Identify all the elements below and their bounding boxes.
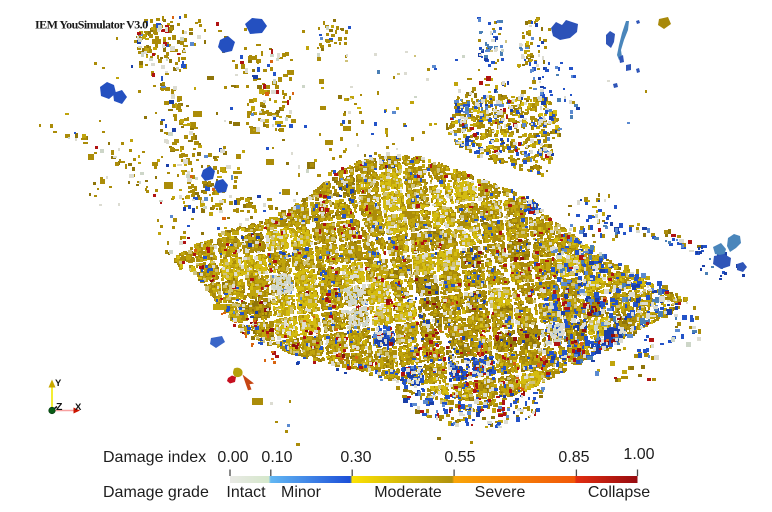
svg-text:X: X (75, 402, 82, 413)
svg-text:Z: Z (56, 401, 63, 413)
svg-text:0.00: 0.00 (217, 449, 248, 466)
svg-text:0.30: 0.30 (340, 449, 371, 466)
svg-text:Damage index: Damage index (103, 449, 206, 466)
svg-text:1.00: 1.00 (623, 446, 654, 463)
svg-text:Damage grade: Damage grade (103, 484, 209, 501)
svg-text:IEM YouSimulator V3.0: IEM YouSimulator V3.0 (35, 18, 148, 32)
svg-text:Intact: Intact (226, 484, 266, 501)
svg-text:Y: Y (55, 378, 62, 389)
svg-text:0.10: 0.10 (261, 449, 292, 466)
svg-text:0.55: 0.55 (444, 449, 475, 466)
svg-text:Collapse: Collapse (588, 484, 650, 501)
svg-text:Severe: Severe (475, 484, 526, 501)
svg-text:0.85: 0.85 (558, 449, 589, 466)
svg-text:Moderate: Moderate (374, 484, 442, 501)
svg-text:Minor: Minor (281, 484, 322, 501)
